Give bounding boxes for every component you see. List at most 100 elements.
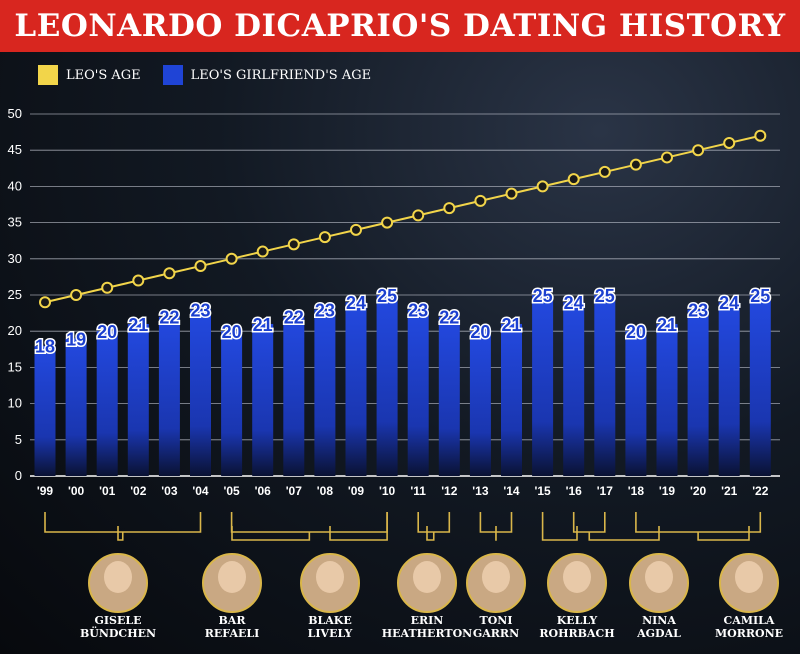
partner-photo-face — [563, 561, 591, 593]
partner-photo-face — [735, 561, 763, 593]
bar-value-label: 21 — [501, 315, 521, 335]
y-tick-label: 15 — [8, 359, 22, 374]
partner-name-line1: ERIN — [411, 614, 444, 627]
bar — [469, 331, 491, 476]
bar — [625, 331, 647, 476]
y-tick-label: 5 — [15, 432, 22, 447]
bar — [407, 309, 429, 476]
y-tick-label: 45 — [8, 142, 22, 157]
age-point — [132, 274, 145, 287]
legend-label-leo-age: LEO'S AGE — [66, 67, 141, 83]
partner-name-line1: GISELE — [95, 614, 142, 627]
bar-value-label: 22 — [284, 308, 304, 328]
x-tick-label: '11 — [410, 484, 426, 498]
partner-name-line1: BLAKE — [308, 614, 352, 627]
bar-value-label: 25 — [595, 286, 615, 306]
x-tick-label: '21 — [721, 484, 738, 498]
bracket-connector — [697, 526, 750, 541]
bracket — [44, 512, 202, 533]
bar — [749, 295, 771, 476]
x-tick-label: '00 — [68, 484, 85, 498]
x-tick-label: '09 — [348, 484, 365, 498]
age-line — [39, 129, 767, 309]
bar-value-label: 25 — [377, 286, 397, 306]
partner-photo-face — [218, 561, 246, 593]
bars — [34, 295, 771, 476]
partner-name-line2: LIVELY — [308, 627, 353, 640]
partner-name-line2: AGDAL — [636, 627, 681, 640]
age-point — [194, 260, 207, 273]
age-point — [256, 245, 269, 258]
partner-name-line1: TONI — [480, 614, 513, 627]
y-tick-label: 0 — [15, 468, 22, 483]
bar-value-label: 21 — [128, 315, 148, 335]
bar — [718, 302, 740, 476]
bar — [252, 323, 274, 476]
bar — [594, 295, 616, 476]
bar — [34, 345, 56, 476]
age-point — [629, 158, 642, 171]
bracket — [417, 512, 451, 533]
age-point — [474, 194, 487, 207]
y-tick-label: 25 — [8, 287, 22, 302]
x-tick-label: '05 — [223, 484, 240, 498]
bracket-connector — [588, 526, 660, 541]
bar — [376, 295, 398, 476]
bar — [158, 316, 180, 476]
legend: LEO'S AGE LEO'S GIRLFRIEND'S AGE — [38, 65, 393, 85]
bar-value-label: 21 — [657, 315, 677, 335]
legend-swatch-leo-age — [38, 65, 58, 85]
y-tick-label: 40 — [8, 178, 22, 193]
x-tick-label: '22 — [752, 484, 769, 498]
bar-value-label: 19 — [66, 329, 86, 349]
bar-value-label: 24 — [346, 293, 366, 313]
y-tick-label: 20 — [8, 323, 22, 338]
x-tick-label: '12 — [441, 484, 458, 498]
age-point — [567, 173, 580, 186]
bar — [65, 338, 87, 476]
bar — [532, 295, 554, 476]
age-point — [412, 209, 425, 222]
bar-value-label: 18 — [35, 337, 55, 357]
age-point — [443, 202, 456, 215]
chart-title: LEONARDO DICAPRIO'S DATING HISTORY — [14, 8, 786, 44]
bar — [314, 309, 336, 476]
x-tick-label: '15 — [534, 484, 551, 498]
age-point — [381, 216, 394, 229]
legend-item-leo-age: LEO'S AGE — [38, 65, 141, 85]
bar-value-label: 20 — [470, 322, 490, 342]
bar — [563, 302, 585, 476]
partner-name-line1: NINA — [642, 614, 676, 627]
bar-value-label: 25 — [533, 286, 553, 306]
bar-value-label: 22 — [439, 308, 459, 328]
x-tick-label: '08 — [317, 484, 334, 498]
partner-name-line2: HEATHERTON — [382, 627, 472, 640]
partner-name-line2: MORRONE — [715, 627, 783, 640]
bar — [656, 323, 678, 476]
bracket-connector — [231, 526, 311, 541]
age-point — [163, 267, 176, 280]
x-tick-label: '10 — [379, 484, 396, 498]
partner-name-line1: KELLY — [557, 614, 598, 627]
bar — [96, 331, 118, 476]
age-point — [101, 281, 114, 294]
bar-value-label: 20 — [222, 322, 242, 342]
age-point — [598, 165, 611, 178]
y-tick-label: 35 — [8, 215, 22, 230]
x-tick-label: '17 — [597, 484, 614, 498]
age-point — [70, 289, 83, 301]
partner-photo-face — [104, 561, 132, 593]
bar-value-label: 23 — [315, 300, 335, 320]
x-tick-label: '13 — [472, 484, 489, 498]
legend-label-girlfriend-age: LEO'S GIRLFRIEND'S AGE — [190, 67, 372, 83]
bar — [190, 309, 211, 476]
x-tick-label: '16 — [566, 484, 583, 498]
bar-value-label: 23 — [190, 300, 210, 320]
x-tick-label: '14 — [503, 484, 520, 498]
age-point — [723, 136, 736, 149]
bar — [438, 316, 460, 476]
age-line-path — [44, 134, 761, 304]
partner-name-line1: CAMILA — [724, 614, 775, 627]
partner-name-line2: GARRN — [473, 627, 519, 640]
